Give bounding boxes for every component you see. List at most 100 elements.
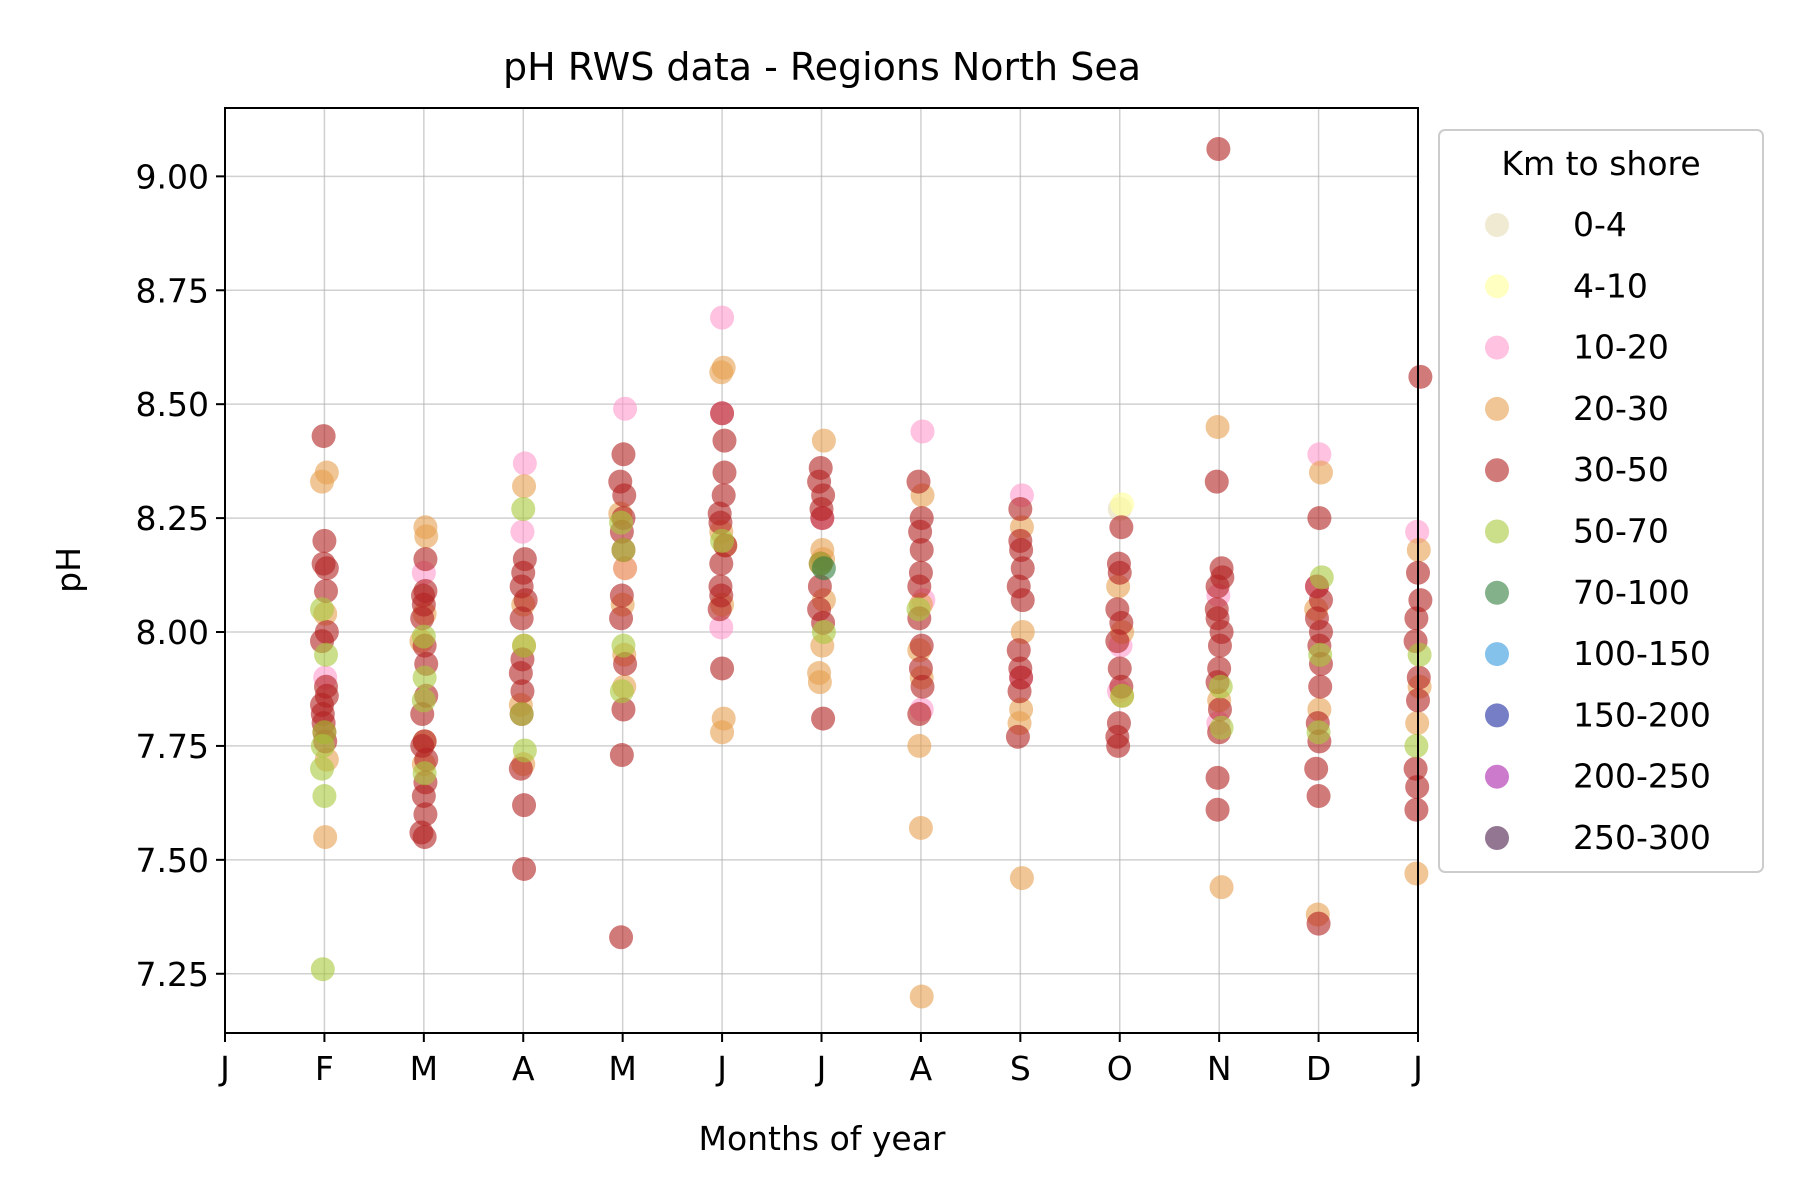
data-point — [611, 537, 636, 562]
data-point — [310, 597, 335, 622]
data-point — [907, 574, 932, 599]
legend-label: 0-4 — [1573, 205, 1627, 244]
data-point — [508, 756, 533, 781]
data-point — [411, 784, 436, 809]
data-point — [710, 401, 735, 426]
data-point — [509, 702, 534, 727]
data-point — [1205, 765, 1230, 790]
legend-label: 50-70 — [1573, 512, 1669, 551]
data-point — [312, 784, 337, 809]
data-point — [1209, 875, 1234, 900]
data-point — [712, 428, 737, 453]
data-point — [712, 460, 737, 485]
legend-label: 4-10 — [1573, 266, 1648, 305]
y-tick-label: 8.50 — [136, 385, 209, 424]
data-point — [1306, 911, 1331, 936]
legend-marker — [1485, 335, 1509, 360]
data-point — [310, 756, 335, 781]
data-point — [906, 597, 931, 622]
data-point — [1204, 469, 1229, 494]
data-point — [410, 606, 435, 631]
data-point — [1010, 556, 1035, 581]
legend-label: 30-50 — [1573, 450, 1669, 489]
y-tick-label: 8.00 — [136, 613, 209, 652]
data-point — [512, 451, 537, 476]
data-point — [1308, 460, 1333, 485]
data-point — [611, 442, 636, 467]
legend-title: Km to shore — [1501, 144, 1700, 183]
data-point — [509, 606, 534, 631]
data-point — [1110, 683, 1135, 708]
data-point — [1007, 679, 1032, 704]
y-axis-label: pH — [49, 547, 88, 593]
data-point — [512, 856, 537, 881]
data-point — [708, 510, 733, 535]
data-point — [609, 743, 634, 768]
y-tick-label: 7.50 — [136, 841, 209, 880]
data-point — [907, 733, 932, 758]
x-tick-label: O — [1107, 1049, 1133, 1088]
legend-items: 0-4 4-10 10-20 20-30 30-50 50-70 70-100 100-150… — [1485, 205, 1711, 857]
data-point — [910, 419, 935, 444]
data-points — [310, 137, 1433, 1009]
data-point — [1308, 588, 1333, 613]
data-point — [908, 815, 933, 840]
x-tick-label: M — [410, 1049, 438, 1088]
data-point — [609, 925, 634, 950]
x-tick-label: J — [815, 1049, 827, 1088]
data-point — [811, 706, 836, 731]
legend-label: 70-100 — [1573, 573, 1690, 612]
data-point — [811, 620, 836, 645]
legend-item: 150-200 — [1485, 695, 1711, 734]
y-tick-label: 7.75 — [136, 727, 209, 766]
data-point — [413, 802, 438, 827]
legend-label: 20-30 — [1573, 389, 1669, 428]
data-point — [1010, 588, 1035, 613]
data-point — [511, 496, 536, 521]
y-tick-label: 8.25 — [136, 499, 209, 538]
legend-marker — [1485, 580, 1509, 605]
data-point — [1208, 674, 1233, 699]
data-point — [1309, 565, 1334, 590]
data-point — [510, 679, 535, 704]
data-point — [909, 984, 934, 1009]
legend-item: 50-70 — [1485, 512, 1669, 551]
data-point — [1105, 629, 1130, 654]
x-tick-label: S — [1010, 1049, 1031, 1088]
data-point — [1005, 724, 1030, 749]
data-point — [313, 825, 338, 850]
data-point — [1306, 720, 1331, 745]
data-point — [1408, 588, 1433, 613]
legend-marker — [1485, 826, 1509, 850]
data-point — [1404, 606, 1429, 631]
data-point — [609, 510, 634, 535]
data-point — [609, 583, 634, 608]
data-point — [512, 793, 537, 818]
legend-item: 0-4 — [1485, 205, 1627, 244]
data-point — [613, 396, 638, 421]
legend-item: 250-300 — [1485, 818, 1711, 857]
x-tick-label: A — [910, 1049, 933, 1088]
data-point — [1307, 442, 1332, 467]
data-point — [612, 483, 637, 508]
data-point — [908, 519, 933, 544]
legend: Km to shore 0-4 4-10 10-20 20-30 30-50 50-70 7… — [1438, 129, 1764, 873]
data-point — [1009, 866, 1034, 891]
legend-label: 200-250 — [1573, 757, 1711, 796]
data-point — [310, 733, 335, 758]
data-point — [710, 528, 735, 553]
data-point — [1008, 496, 1033, 521]
data-point — [906, 469, 931, 494]
legend-label: 250-300 — [1573, 818, 1711, 857]
series-50-70 — [310, 496, 1432, 982]
y-tick-label: 8.75 — [136, 271, 209, 310]
data-point — [1205, 414, 1230, 439]
data-point — [613, 651, 638, 676]
x-tick-label: M — [608, 1049, 636, 1088]
data-point — [314, 579, 339, 604]
x-axis-label: Months of year — [698, 1119, 945, 1158]
data-point — [1006, 638, 1031, 663]
series-10-20 — [313, 305, 1430, 736]
